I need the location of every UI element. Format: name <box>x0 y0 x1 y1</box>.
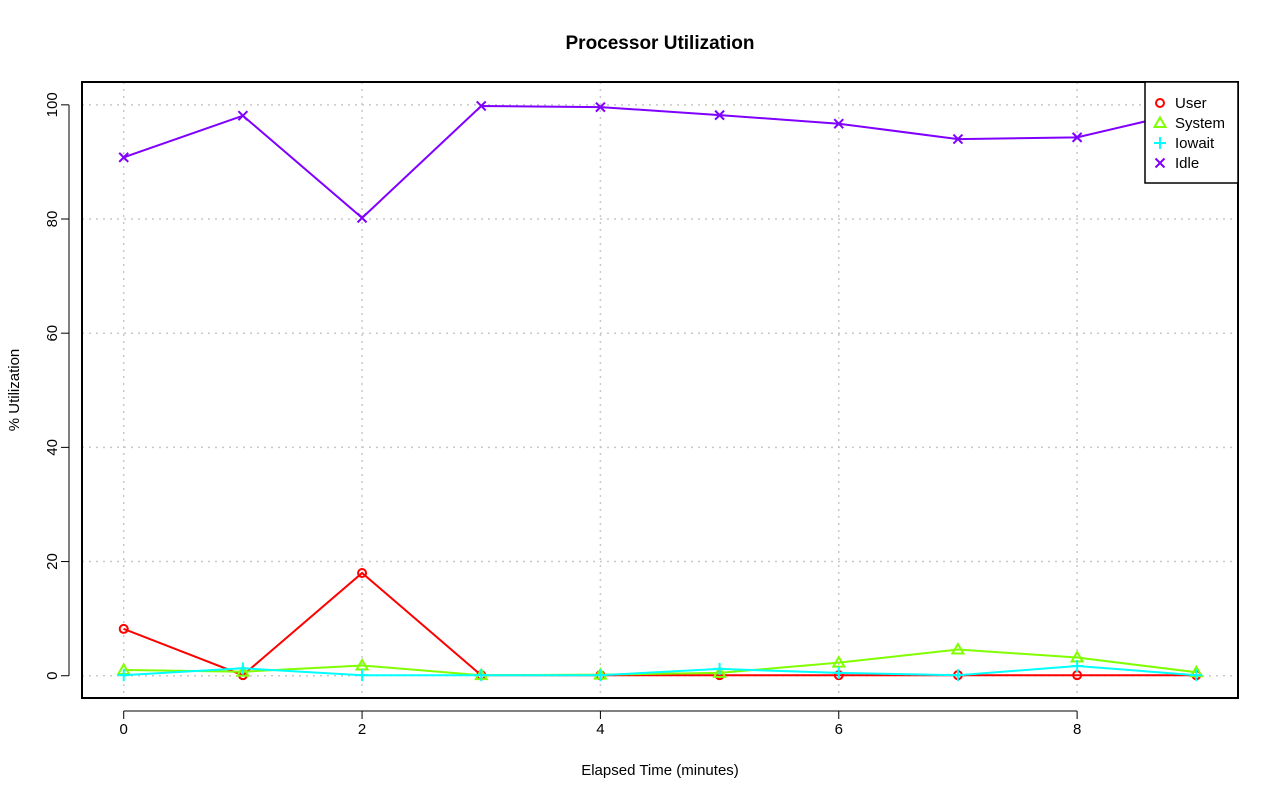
legend: User System Iowait Idle <box>1144 81 1239 184</box>
series-line-system <box>123 648 1197 677</box>
x-axis-label: Elapsed Time (minutes) <box>581 762 739 779</box>
data-point-idle <box>118 152 129 163</box>
y-tick-label: 0 <box>44 672 61 680</box>
y-tick-label: 80 <box>44 211 61 228</box>
data-point-iowait <box>1190 669 1203 682</box>
y-tick-label: 100 <box>44 92 61 117</box>
plot-frame <box>81 81 1239 699</box>
data-point-iowait <box>356 669 369 682</box>
y-tick-label: 60 <box>44 325 61 342</box>
x-tick-label: 4 <box>596 721 604 738</box>
legend-marker-idle <box>1154 157 1166 169</box>
legend-marker-system <box>1152 115 1168 128</box>
x-tick-label: 2 <box>358 721 366 738</box>
data-point-iowait <box>594 669 607 682</box>
data-point-idle <box>714 109 725 121</box>
series-line-iowait <box>123 664 1197 677</box>
series-iowait <box>117 660 1203 682</box>
legend-label-system: System <box>1175 115 1225 132</box>
data-point-iowait <box>713 662 726 675</box>
data-point-idle <box>237 110 249 121</box>
data-point-system <box>235 664 251 677</box>
chart-title: Processor Utilization <box>566 33 755 54</box>
data-point-idle <box>952 133 964 145</box>
data-point-idle <box>833 118 844 129</box>
y-tick-label: 40 <box>44 439 61 456</box>
data-point-idle <box>356 212 368 224</box>
x-tick-label: 8 <box>1073 721 1081 738</box>
data-point-user <box>118 623 129 634</box>
data-point-system <box>831 655 846 668</box>
data-point-system <box>712 665 727 678</box>
series-line-idle <box>123 104 1197 220</box>
data-point-idle <box>595 101 606 113</box>
data-point-iowait <box>1071 660 1084 673</box>
y-axis: 0 20 40 60 80 100 <box>44 92 70 680</box>
series-group <box>116 100 1204 682</box>
legend-label-user: User <box>1175 95 1207 112</box>
legend-label-iowait: Iowait <box>1175 135 1215 152</box>
y-tick-label: 20 <box>44 553 61 570</box>
data-point-idle <box>1071 132 1083 143</box>
data-point-iowait <box>832 666 845 679</box>
data-point-iowait <box>951 669 964 682</box>
data-point-iowait <box>236 662 249 675</box>
series-line-user <box>123 571 1197 677</box>
data-point-user <box>357 567 368 578</box>
y-axis-label: % Utilization <box>6 349 23 432</box>
x-axis: 0 2 4 6 8 <box>120 710 1081 738</box>
data-point-iowait <box>475 669 488 682</box>
data-point-idle <box>476 100 487 112</box>
data-point-iowait <box>117 669 130 682</box>
gridlines <box>82 82 1238 698</box>
legend-label-idle: Idle <box>1175 155 1199 172</box>
legend-marker-iowait <box>1154 137 1166 149</box>
data-point-system <box>950 641 966 655</box>
legend-marker-user <box>1155 98 1165 108</box>
x-tick-label: 6 <box>835 721 843 738</box>
x-tick-label: 0 <box>120 721 128 738</box>
